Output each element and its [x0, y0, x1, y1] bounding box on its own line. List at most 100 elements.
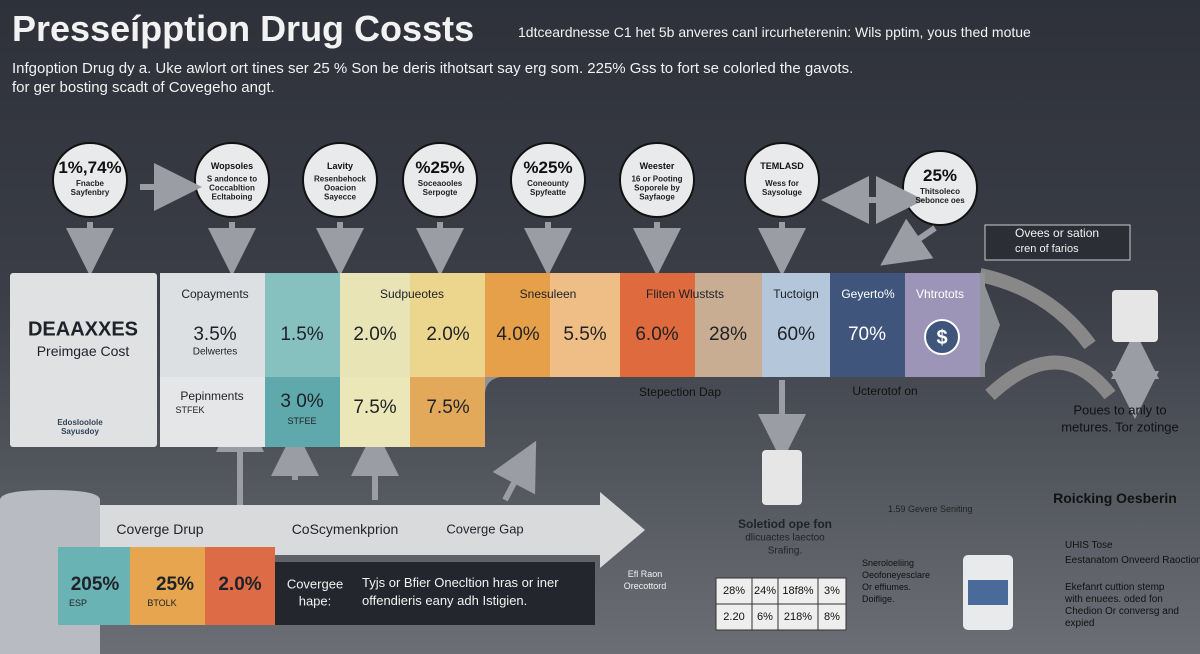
box-value: 205%	[70, 574, 120, 595]
circle-caption: Fnacbe Sayfenbry	[70, 179, 110, 197]
box-note: ESP	[68, 598, 88, 608]
mini-cell: 18f8%	[782, 585, 814, 597]
title: Presseípption Drug Cossts	[12, 8, 475, 49]
band-value: 1.5%	[280, 324, 324, 345]
band-header: Geyerto%	[841, 287, 895, 301]
band-value: 60%	[776, 324, 816, 345]
select-text: Soletiod ope fon	[738, 517, 832, 531]
circle-caption: Wess for Saysoluge	[761, 179, 802, 197]
mini-cell: 8%	[824, 611, 840, 623]
band-header: Tuctoign	[773, 287, 819, 301]
mini-cell: 28%	[722, 585, 746, 597]
box	[58, 547, 130, 625]
mini-cell: 24%	[753, 585, 777, 597]
mini-cell: 2.20	[723, 611, 745, 623]
row2-label: Pepinments	[180, 389, 244, 403]
circle-value: Wopsoles	[210, 161, 254, 171]
info-text: Ovees or sation	[1015, 226, 1100, 240]
intro: for ger bosting scadt of Covegeho angt.	[12, 79, 275, 96]
bottle-label	[968, 580, 1008, 605]
circle-value: Weester	[639, 161, 675, 171]
band-value: 28%	[708, 324, 748, 345]
left-title: DEAAXXES	[27, 318, 139, 341]
band-header: Sudpueotes	[379, 287, 445, 301]
circle-caption: 16 or Pooting Soporele by Sayfaoge	[631, 174, 683, 202]
small-label: Efl Raon	[627, 569, 663, 579]
circle-caption: Thitsoleco Sebonce oes	[915, 187, 965, 205]
mini-cell: 3%	[824, 585, 840, 597]
row2-note: STFEE	[287, 416, 317, 426]
row2-note: STFEK	[175, 405, 205, 415]
right-heading: Roicking Oesberin	[1053, 490, 1177, 506]
band-header: Vhtrotots	[915, 287, 965, 301]
dark-label: hape:	[298, 593, 332, 609]
side-item: Ekefanrt cuttion stemp with enuees. oded…	[1065, 582, 1179, 629]
arrow-label: Coverge Gap	[446, 521, 524, 537]
band-value: 3.5%	[193, 324, 237, 345]
arrow-label: CoScymenkprion	[291, 521, 399, 537]
dark-box	[275, 562, 595, 625]
mini-cell: 6%	[757, 611, 773, 623]
arrow-label: Coverge Drup	[116, 521, 204, 537]
band-value: 2.0%	[426, 324, 470, 345]
band-header: Snesuleen	[519, 287, 577, 301]
box-value: 25%	[155, 574, 195, 595]
info-text: cren of farios	[1015, 243, 1079, 255]
circle-value: Lavity	[326, 161, 354, 171]
circle-value: 25%	[922, 166, 958, 185]
band-label: Stepection Dap	[638, 385, 722, 399]
middle-text: Sneroloeliing	[862, 558, 915, 568]
circle-value: %25%	[415, 158, 465, 177]
gev-label: 1.59 Gevere Seniting	[888, 504, 973, 514]
middle-text: Or effiumes.	[862, 582, 911, 592]
mini-table-cells	[715, 577, 847, 631]
intro: Infgoption Drug dy a. Uke awlort ort tin…	[12, 60, 854, 77]
curve-arrow	[985, 355, 1116, 401]
mini-cell: 218%	[783, 611, 813, 623]
circle-caption: Resenbehock Ooacion Sayecce	[313, 174, 367, 202]
row2-value: 7.5%	[426, 397, 470, 418]
box	[205, 547, 275, 625]
dark-text: Tyjs or Bfier Onecltion hras or iner	[362, 575, 559, 590]
box-value: 2.0%	[218, 574, 262, 595]
circle-caption: Soceaooles Serpogte	[417, 179, 463, 197]
left-caption: Edosloolole Sayusdoy	[57, 418, 103, 436]
band-value: 4.0%	[496, 324, 540, 345]
box	[130, 547, 205, 625]
dollar-icon	[924, 319, 960, 355]
dark-label: Covergee	[286, 576, 344, 592]
band-label: Ucterotof on	[852, 384, 918, 398]
select-text: dlicuactes laectoo	[745, 532, 825, 544]
select-text: Srafing.	[767, 545, 803, 557]
right-note: Poues to anly to	[1073, 402, 1167, 418]
left-box	[10, 273, 157, 447]
band-value: 70%	[847, 324, 887, 345]
circle-value: %25%	[523, 158, 573, 177]
jar-icon	[1112, 290, 1158, 342]
band-value: 6.0%	[635, 324, 679, 345]
tagline: 1dtceardnesse C1 het 5b anveres canl irc…	[518, 24, 1031, 40]
curve-arrow	[978, 268, 1096, 350]
circles	[52, 142, 978, 226]
circle-value: 1%,74%	[58, 158, 122, 177]
small-label: Orecottord	[623, 581, 667, 591]
row2-value: 3 0%	[280, 391, 324, 412]
band-value: 2.0%	[353, 324, 397, 345]
jar-icon	[762, 450, 802, 505]
row2-value: 7.5%	[353, 397, 397, 418]
circle-caption: Coneounty Spyfeatte	[527, 179, 569, 197]
band-cells	[160, 273, 980, 447]
band-tip	[980, 273, 1000, 377]
dark-text: offendieris eany adh Istigien.	[362, 593, 528, 608]
band-value: 5.5%	[563, 324, 607, 345]
box-note: BTOLK	[147, 598, 177, 608]
circle-caption: S andonce to Coccabltion Ecltaboing	[206, 174, 258, 202]
middle-text: Oeofoneyesclare	[862, 570, 931, 580]
circle-value: TEMLASD	[760, 161, 804, 171]
left-subtitle: Preimgae Cost	[36, 343, 130, 359]
band-header: Fliten Wluststs	[645, 287, 725, 301]
values-note: Delwertes	[192, 346, 238, 358]
middle-text: Doiflige.	[862, 594, 895, 604]
